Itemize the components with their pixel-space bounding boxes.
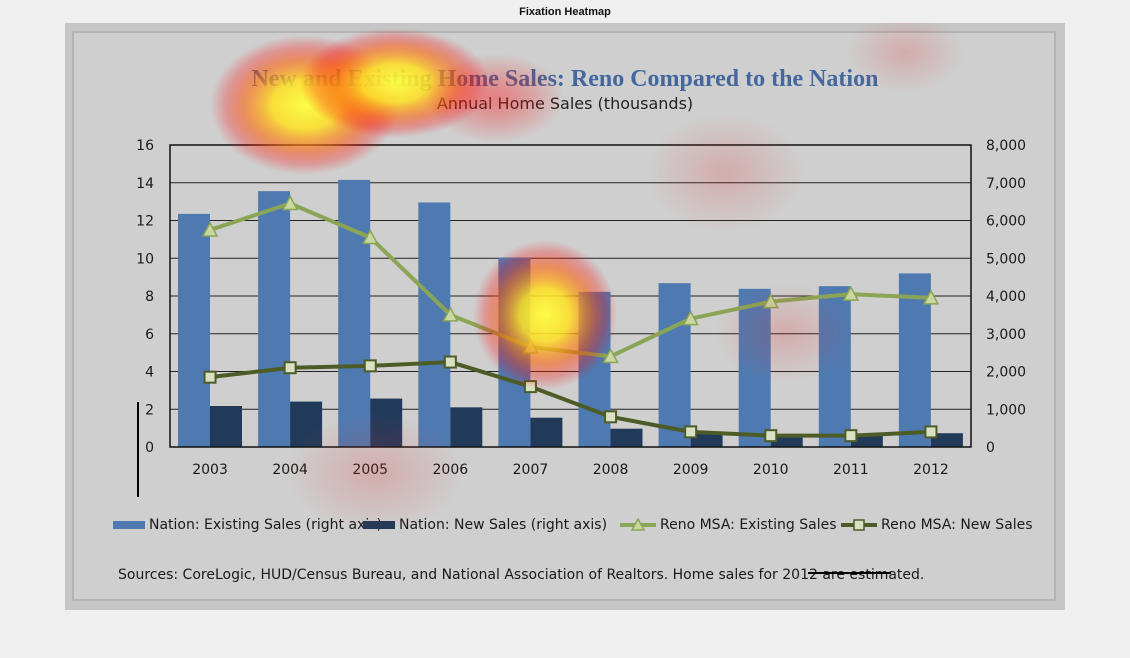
data-point-square: [363, 359, 377, 373]
legend-label: Nation: Existing Sales (right axis): [149, 517, 382, 533]
x-axis-tick-label: 2006: [433, 462, 469, 478]
cursor-mark: [137, 402, 139, 497]
data-point-triangle: [281, 194, 299, 211]
right-axis-ticks: 0 1,000 2,000 3,000 4,000 5,000 6,000 7,000 8,00…: [986, 138, 1026, 456]
bar-nation-new: [530, 417, 563, 447]
x-axis-tick-label: 2004: [272, 462, 308, 478]
x-axis-tick-label: 2005: [352, 462, 388, 478]
bar-nation-new: [450, 407, 483, 447]
right-axis-tick-label: 8,000: [986, 138, 1026, 154]
data-point-square: [924, 425, 938, 439]
bar-nation-new: [610, 428, 643, 447]
chart-title: New and Existing Home Sales: Reno Compar…: [251, 66, 879, 92]
bar-nation-existing: [258, 191, 291, 447]
data-point-square: [443, 355, 457, 369]
left-axis-tick-label: 4: [145, 365, 154, 381]
right-axis-tick-label: 2,000: [986, 365, 1026, 381]
x-axis-tick-label: 2011: [833, 462, 869, 478]
data-point-square: [203, 370, 217, 384]
legend-swatch-nation-new: [363, 521, 395, 529]
x-axis-tick-label: 2003: [192, 462, 228, 478]
legend-item-reno-existing: Reno MSA: Existing Sales: [620, 517, 837, 533]
bar-nation-existing: [818, 286, 851, 447]
x-axis-tick-label: 2009: [673, 462, 709, 478]
chart-subtitle: Annual Home Sales (thousands): [436, 94, 694, 113]
data-point-square: [764, 429, 778, 443]
legend-swatch-nation-existing: [113, 521, 145, 529]
bar-nation-existing: [418, 202, 451, 447]
right-axis-tick-label: 0: [986, 440, 995, 456]
right-axis-tick-label: 3,000: [986, 327, 1026, 343]
chart-stage: 0 2 4 6 8 10 12 14 16 0 1,000 2,000 3,000 4,000 5,000…: [65, 23, 1065, 610]
x-axis-ticks: 2003 2004 2005 2006 2007 2008 2009 2010 2011 2012: [192, 462, 949, 478]
legend-label: Nation: New Sales (right axis): [399, 517, 608, 533]
left-axis-ticks: 0 2 4 6 8 10 12 14 16: [136, 138, 154, 456]
legend-swatch-reno-new: [841, 519, 877, 531]
bar-nation-new: [770, 434, 803, 447]
legend-item-nation-new: Nation: New Sales (right axis): [363, 517, 607, 533]
bar-nation-new: [690, 432, 723, 447]
bar-nation-existing: [178, 213, 210, 447]
chart-legend: Nation: Existing Sales (right axis) Nati…: [113, 517, 1065, 537]
left-axis-tick-label: 16: [136, 138, 154, 154]
plot-frame: [169, 144, 972, 448]
left-axis-tick-label: 12: [136, 214, 154, 230]
legend-label: Reno MSA: Existing Sales: [660, 517, 837, 533]
right-axis-tick-label: 4,000: [986, 289, 1026, 305]
figure-title: Fixation Heatmap: [519, 6, 611, 18]
bar-nation-new: [850, 435, 883, 447]
right-axis-tick-label: 1,000: [986, 402, 1026, 418]
bars: [178, 179, 963, 448]
right-axis-tick-label: 6,000: [986, 214, 1026, 230]
bar-nation-new: [210, 406, 242, 447]
left-axis-tick-label: 2: [145, 402, 154, 418]
bar-nation-existing: [658, 283, 691, 447]
x-axis-tick-label: 2007: [513, 462, 549, 478]
data-point-square: [283, 361, 297, 375]
data-point-triangle: [682, 310, 699, 326]
legend-swatch-reno-existing: [620, 518, 656, 531]
data-point-square: [844, 429, 858, 443]
data-point-triangle: [361, 228, 379, 245]
left-axis-tick-label: 8: [145, 289, 154, 305]
right-axis-tick-label: 7,000: [986, 176, 1026, 192]
bar-nation-existing: [578, 291, 611, 447]
x-axis-tick-label: 2012: [913, 462, 949, 478]
bar-nation-new: [370, 398, 403, 447]
data-point-triangle: [201, 221, 219, 237]
x-axis-tick-label: 2010: [753, 462, 789, 478]
left-axis-tick-label: 14: [136, 176, 154, 192]
x-axis-tick-label: 2008: [593, 462, 629, 478]
bar-nation-new: [930, 433, 963, 447]
left-axis-tick-label: 0: [145, 440, 154, 456]
data-point-triangle: [922, 289, 940, 305]
left-axis-tick-label: 10: [136, 251, 154, 267]
data-point-square: [523, 380, 537, 394]
series-line: [209, 360, 932, 438]
legend-item-reno-new: Reno MSA: New Sales: [841, 517, 1033, 533]
bar-nation-existing: [738, 288, 771, 447]
bar-nation-existing: [338, 179, 371, 448]
legend-item-nation-existing: Nation: Existing Sales (right axis): [113, 517, 382, 533]
legend-label: Reno MSA: New Sales: [881, 517, 1033, 533]
data-point-triangle: [442, 306, 459, 322]
bar-nation-new: [290, 401, 323, 447]
annotation-underline: [808, 572, 891, 574]
data-point-square: [684, 425, 698, 439]
data-point-square: [604, 410, 618, 424]
chart-sources: Sources: CoreLogic, HUD/Census Bureau, a…: [118, 567, 925, 583]
right-axis-tick-label: 5,000: [986, 251, 1026, 267]
left-axis-tick-label: 6: [145, 327, 154, 343]
